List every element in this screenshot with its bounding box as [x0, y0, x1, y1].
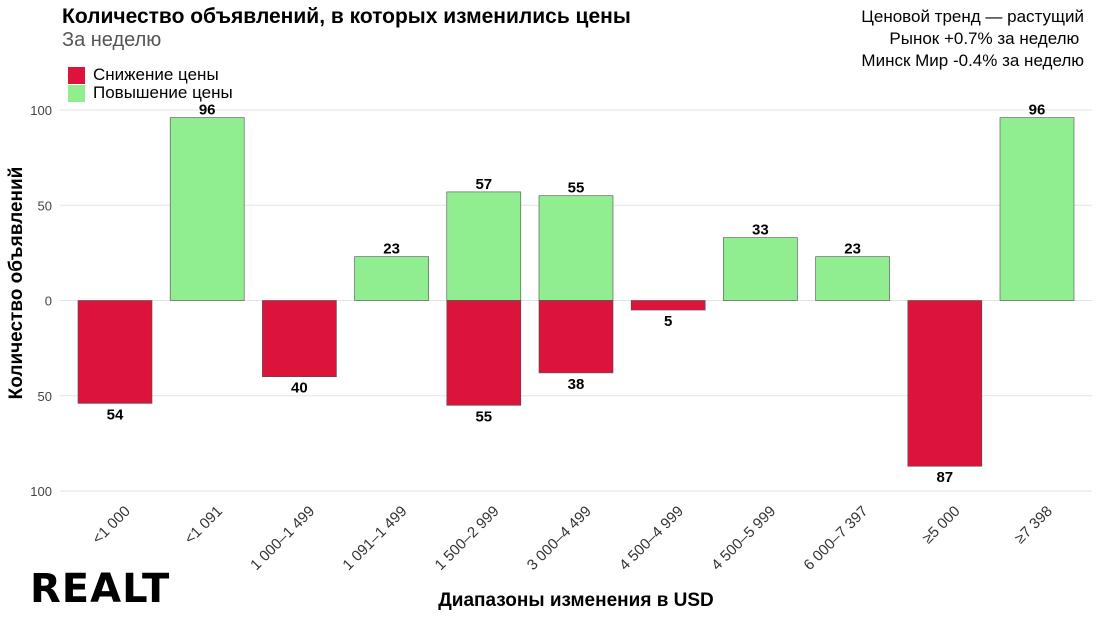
realt-logo: REALT [30, 566, 171, 612]
y-tick-label: 50 [38, 198, 52, 213]
x-tick-label: 4 500–5 999 [708, 503, 779, 574]
price-trend-text: Ценовой тренд — растущий [861, 7, 1084, 26]
market-info: Ценовой тренд — растущий Рынок +0.7% за … [861, 6, 1084, 72]
market-change-text: Рынок +0.7% за неделю [889, 29, 1084, 48]
x-tick-label: 3 000–4 499 [524, 503, 595, 574]
data-label-decrease: 87 [936, 469, 953, 486]
district-change-text: Минск Мир -0.4% за неделю [861, 51, 1084, 70]
data-label-increase: 55 [568, 180, 585, 197]
legend-item-increase: Повышение цены [68, 83, 233, 102]
legend-item-decrease: Снижение цены [68, 65, 233, 84]
data-label-increase: 96 [199, 102, 216, 119]
bar-decrease [907, 300, 983, 467]
data-label-decrease: 38 [568, 376, 585, 393]
bar-increase [538, 195, 614, 301]
x-tick-label: 1 000–1 499 [247, 503, 318, 574]
data-label-increase: 33 [752, 222, 769, 239]
x-tick-label: ≥5 000 [919, 503, 963, 547]
data-label-increase: 96 [1029, 102, 1046, 119]
y-tick-label: 100 [30, 103, 52, 118]
y-tick-label: 50 [38, 389, 52, 404]
bar-decrease [538, 300, 614, 374]
legend-swatch-increase [68, 84, 85, 102]
x-tick-label: 6 000–7 397 [800, 503, 871, 574]
data-label-decrease: 55 [475, 408, 492, 425]
bar-increase [446, 191, 522, 301]
x-tick-label: 1 091–1 499 [339, 503, 410, 574]
x-tick-label: ≥7 398 [1011, 503, 1055, 547]
bar-increase [723, 237, 798, 301]
legend-label-increase: Повышение цены [93, 83, 233, 102]
data-label-decrease: 54 [107, 406, 124, 423]
bar-increase [999, 117, 1075, 301]
y-tick-label: 100 [30, 484, 52, 499]
chart-title: Количество объявлений, в которых изменил… [62, 5, 631, 28]
x-tick-label: 1 500–2 999 [432, 503, 503, 574]
bar-decrease [262, 300, 337, 377]
x-tick-label: 4 500–4 999 [616, 503, 687, 574]
legend-swatch-decrease [68, 66, 85, 84]
bar-increase [169, 117, 245, 301]
bar-increase [815, 256, 890, 301]
data-label-increase: 57 [475, 176, 492, 193]
x-axis-label: Диапазоны изменения в USD [438, 590, 714, 611]
x-tick-label: <1 091 [181, 503, 226, 548]
chart-subtitle: За неделю [62, 29, 162, 51]
data-label-increase: 23 [383, 241, 400, 258]
bar-decrease [630, 300, 706, 311]
y-axis-label: Количество объявлений [6, 166, 27, 400]
data-label-decrease: 5 [664, 313, 672, 330]
legend-label-decrease: Снижение цены [93, 65, 219, 84]
data-label-increase: 23 [844, 241, 861, 258]
legend: Снижение цены Повышение цены [68, 65, 233, 102]
y-tick-label: 0 [45, 294, 52, 309]
bar-increase [354, 256, 429, 301]
data-label-decrease: 40 [291, 380, 308, 397]
bar-decrease [446, 300, 522, 406]
x-tick-label: <1 000 [89, 503, 134, 548]
bar-decrease [77, 300, 153, 404]
